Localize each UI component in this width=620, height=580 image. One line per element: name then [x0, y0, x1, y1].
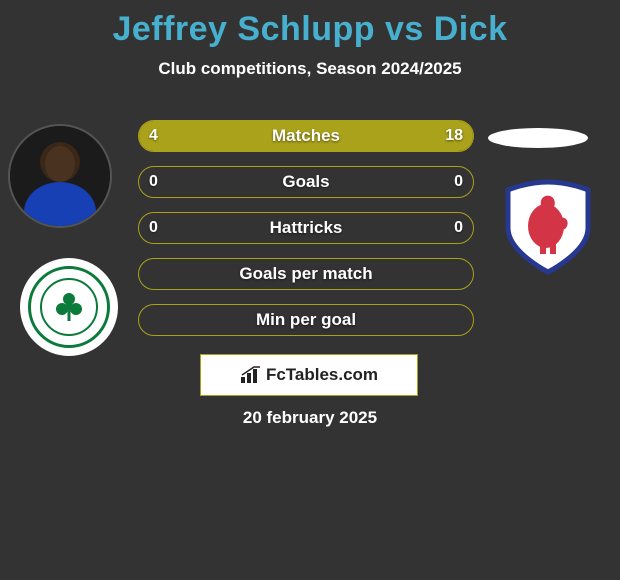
celtic-badge-icon: [39, 277, 99, 337]
raith-badge-icon: [498, 176, 598, 276]
club-right-badge: [498, 176, 598, 276]
player-left-avatar: [8, 124, 112, 228]
page-title: Jeffrey Schlupp vs Dick: [0, 0, 620, 49]
stat-label: Goals: [139, 172, 473, 192]
stat-bar-hattricks: 0 Hattricks 0: [138, 212, 474, 244]
date-label: 20 february 2025: [0, 408, 620, 428]
stat-label: Min per goal: [139, 310, 473, 330]
avatar-placeholder-icon: [10, 126, 110, 226]
bar-chart-icon: [240, 366, 262, 384]
stat-bar-goals: 0 Goals 0: [138, 166, 474, 198]
stat-label: Goals per match: [139, 264, 473, 284]
player-right-avatar: [488, 128, 588, 148]
stat-value-right: 0: [454, 219, 463, 237]
stat-bar-goals-per-match: Goals per match: [138, 258, 474, 290]
club-left-badge: [20, 258, 118, 356]
stat-bar-matches: 4 Matches 18: [138, 120, 474, 152]
subtitle: Club competitions, Season 2024/2025: [0, 59, 620, 79]
stat-bar-min-per-goal: Min per goal: [138, 304, 474, 336]
stat-bars-container: 4 Matches 18 0 Goals 0 0 Hattricks 0 Goa…: [138, 120, 474, 350]
brand-text: FcTables.com: [266, 365, 378, 385]
stat-label: Matches: [139, 126, 473, 146]
stat-value-right: 0: [454, 173, 463, 191]
stat-label: Hattricks: [139, 218, 473, 238]
brand-badge: FcTables.com: [200, 354, 418, 396]
stat-value-right: 18: [445, 127, 463, 145]
